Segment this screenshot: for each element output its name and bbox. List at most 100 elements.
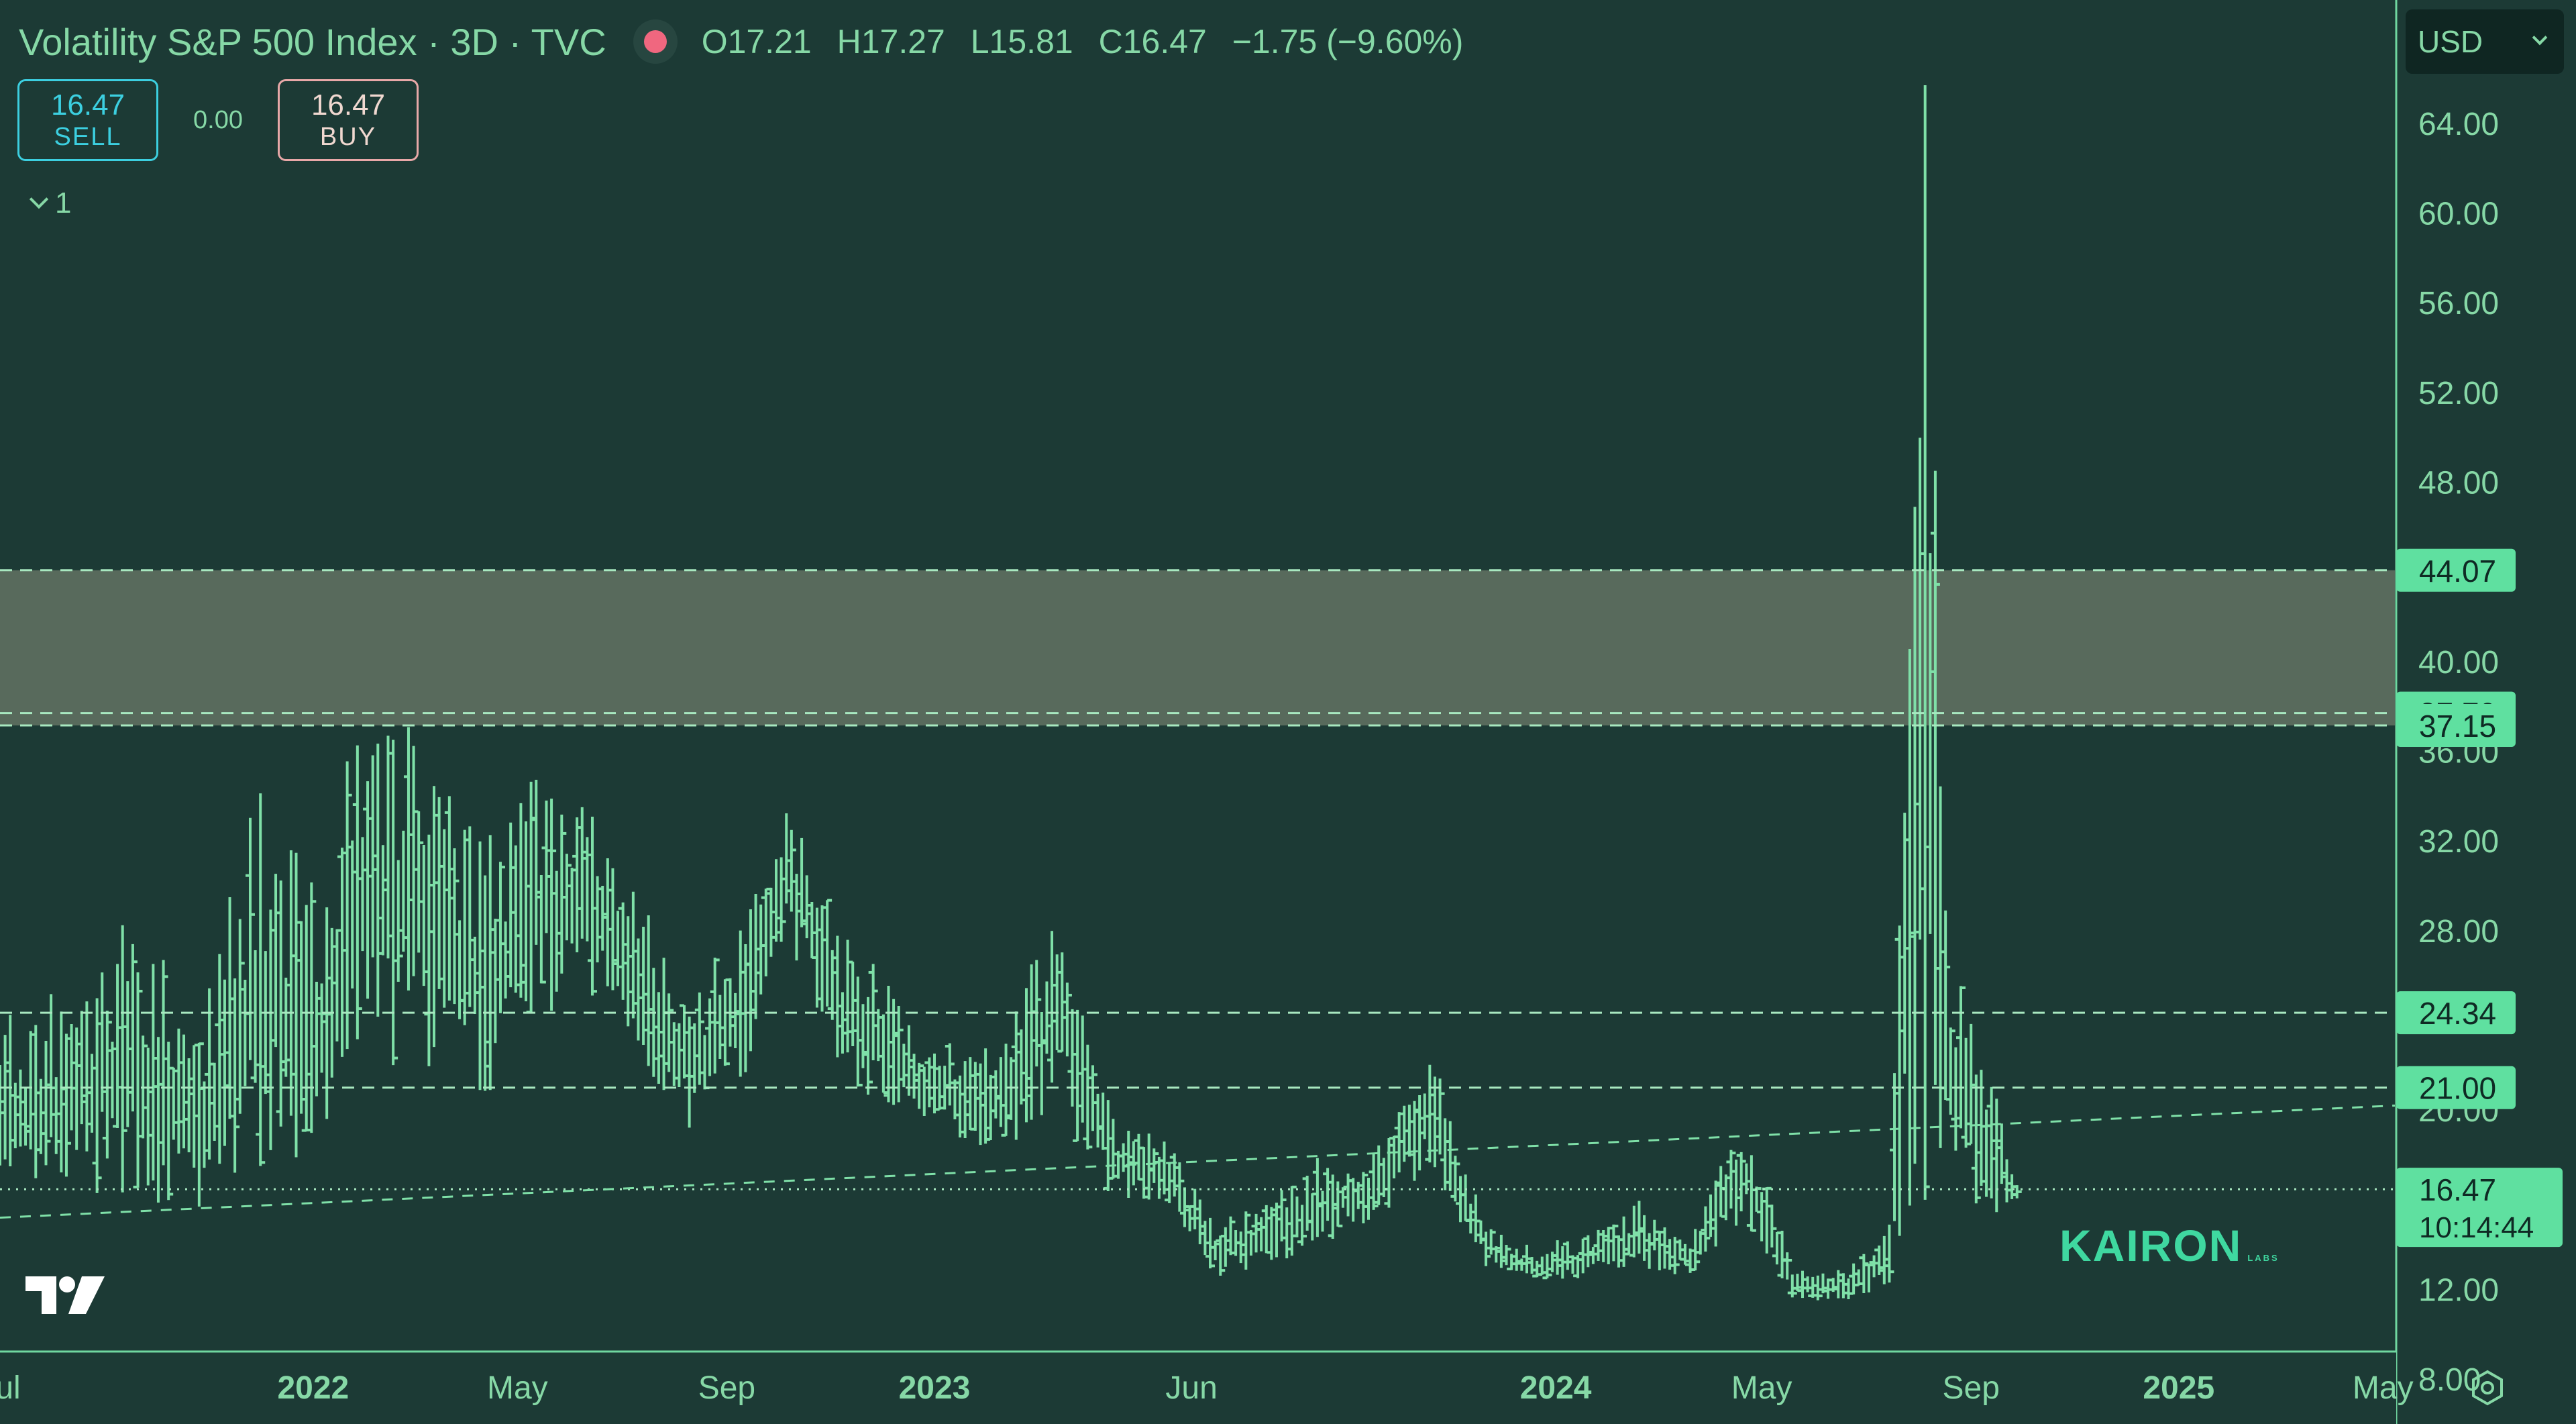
price-bar [475,841,485,1090]
price-axis[interactable]: 8.0012.0016.0020.0024.0028.0032.0036.004… [2395,0,2576,1424]
price-bar [311,982,321,1097]
price-bar [327,927,337,1078]
price-bar [1507,1254,1517,1270]
level-price-label[interactable]: 21.00 [2396,1066,2516,1109]
price-bar [1430,1076,1440,1168]
price-bar [1650,1219,1660,1251]
x-tick-label: Sep [1943,1370,2000,1406]
price-bar [1930,470,1940,1085]
price-bar [521,821,531,1002]
price-bar [41,1041,51,1166]
price-bar [1312,1158,1322,1237]
svg-text:24.34: 24.34 [2419,996,2496,1031]
price-bar [485,835,495,1090]
price-bar [189,1045,199,1168]
indicators-toggle[interactable]: 1 [29,187,71,220]
price-bar [2012,1185,2022,1199]
price-bar [1425,1064,1435,1163]
buy-button[interactable]: 16.47 BUY [278,79,419,161]
x-tick-label: 2022 [277,1370,349,1406]
market-status-dot[interactable] [643,30,667,53]
price-bar [250,950,260,1083]
x-tick-label: Jul [0,1370,21,1406]
price-bar [1818,1273,1828,1294]
price-bar [1307,1192,1318,1241]
price-bar [1118,1143,1128,1172]
price-bar [602,858,612,986]
level-price-label[interactable]: 44.07 [2396,548,2516,592]
price-bar [1368,1152,1379,1210]
price-bar [822,899,833,1007]
price-bar [240,979,250,1086]
kairon-logo: KAIRON LABS [2059,1220,2279,1271]
price-bar [1640,1215,1650,1261]
price-bar [1073,1009,1083,1142]
spread-value: 0.00 [193,105,243,134]
price-bar [235,919,245,1114]
price-bar [745,909,755,1052]
low-value: L15.81 [970,23,1073,60]
price-bar [587,816,597,996]
price-bar [1159,1141,1169,1194]
price-bar [873,1009,883,1062]
price-bar [281,977,291,1077]
price-bar [495,862,505,1013]
price-bar [649,968,659,1077]
price-bar [123,981,133,1127]
price-bar [1292,1196,1302,1237]
price-bar [1190,1188,1200,1229]
price-bar [1179,1187,1189,1227]
price-bar [1992,1099,2002,1213]
horizontal-levels[interactable] [0,569,2395,1190]
price-bar [337,848,347,1057]
last-price-label[interactable]: 16.47 10:14:44 [2396,1168,2563,1248]
price-bar [460,829,470,1025]
price-bar [1440,1118,1450,1190]
price-bar [352,745,362,1039]
symbol-title[interactable]: Volatility S&P 500 Index · 3D · TVC [19,20,606,63]
level-price-label[interactable]: 37.15 [2396,704,2516,748]
price-bar [1047,931,1057,1083]
price-bar [429,786,439,1048]
price-bar [1613,1235,1623,1268]
price-bar [1971,1074,1981,1204]
tradingview-logo-icon[interactable] [25,1272,106,1319]
chevron-down-icon [29,189,49,209]
price-bar [1338,1187,1348,1208]
price-bar [1884,1224,1894,1283]
y-tick-label: 52.00 [2418,376,2499,411]
price-bar [245,817,255,1060]
price-bar [1087,1065,1097,1131]
last-price-value: 16.47 [2419,1172,2496,1207]
price-bar [1226,1216,1236,1256]
price-bar [705,998,715,1076]
price-bar [1287,1185,1297,1256]
price-bar [899,1044,909,1088]
price-bar [1890,1073,1900,1221]
level-price-label[interactable]: 24.34 [2396,991,2516,1035]
price-bar [1894,925,1904,1236]
sell-button[interactable]: 16.47 SELL [17,79,158,161]
price-bar [15,1069,25,1147]
price-bar [761,888,771,976]
price-bar [1277,1190,1287,1241]
price-bar [1318,1190,1328,1232]
price-bar [414,811,424,953]
x-tick-label: Jun [1165,1370,1217,1406]
price-bar [1603,1227,1613,1264]
price-bar [184,1058,194,1153]
time-axis[interactable]: Jul 2022 May Sep 2023 Jun 2024 May Sep 2025 May [0,1350,2414,1424]
price-bar [439,829,449,1008]
price-bar [133,972,143,1188]
price-bar [965,1057,975,1131]
price-bar [1353,1182,1363,1209]
price-bar [317,983,327,1073]
trendline[interactable] [0,1104,2396,1219]
trendline-line[interactable] [0,1104,2396,1219]
price-bar [771,859,782,942]
currency-select[interactable]: USD [2406,9,2564,74]
price-bar [659,958,669,1090]
price-bar [480,875,490,1091]
settings-icon[interactable] [2467,1368,2508,1408]
